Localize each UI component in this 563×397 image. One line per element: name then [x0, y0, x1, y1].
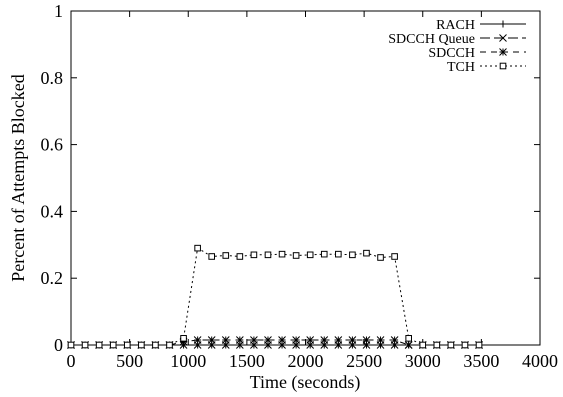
data-point-sdcch — [320, 336, 329, 344]
data-point-sdcch — [334, 336, 343, 344]
data-point-sdcch — [193, 336, 202, 344]
legend-label-sdcch: SDCCH — [428, 46, 475, 61]
data-point-tch — [138, 341, 145, 349]
axis-ticks: 0 500 1000 1500 2000 2500 3000 3500 4000 0 0.2 0.4 0… — [41, 1, 559, 371]
data-point-tch — [109, 341, 117, 349]
legend-label-tch: TCH — [447, 60, 475, 75]
series-tch — [67, 244, 483, 349]
y-axis-title: Percent of Attempts Blocked — [8, 74, 28, 281]
series-line-sdcch — [71, 339, 479, 346]
x-tick-label: 3000 — [405, 351, 441, 371]
data-point-tch — [475, 341, 483, 349]
data-point-tch — [67, 341, 75, 349]
data-point-tch — [208, 253, 215, 260]
legend-label-rach: RACH — [436, 18, 475, 33]
y-tick-label: 0.6 — [41, 135, 64, 155]
data-point-tch — [292, 252, 300, 259]
data-point-tch — [250, 251, 258, 259]
data-point-tch — [278, 250, 286, 258]
y-tick-label: 0.8 — [41, 68, 64, 88]
data-point-tch — [419, 341, 427, 349]
legend-marker-sdcch-queue — [499, 34, 507, 42]
data-point-sdcch — [306, 336, 315, 344]
data-point-tch — [306, 251, 314, 259]
x-tick-label: 4000 — [522, 351, 558, 371]
data-point-sdcch — [376, 336, 385, 344]
y-tick-label: 0.4 — [41, 201, 64, 221]
data-point-tch — [194, 244, 201, 252]
data-point-tch — [335, 250, 342, 258]
data-point-sdcch — [235, 336, 244, 344]
data-point-tch — [447, 341, 455, 349]
data-point-tch — [81, 341, 89, 349]
x-tick-label: 1500 — [229, 351, 265, 371]
data-point-sdcch — [264, 336, 272, 344]
data-point-sdcch — [292, 336, 300, 344]
y-tick-label: 1 — [54, 1, 63, 21]
data-point-sdcch — [348, 336, 357, 344]
y-tick-label: 0.2 — [41, 268, 64, 288]
x-tick-label: 500 — [116, 351, 143, 371]
series-layer — [67, 244, 483, 349]
data-point-tch — [152, 341, 159, 349]
x-tick-label: 0 — [67, 351, 76, 371]
data-point-tch — [320, 250, 328, 258]
x-tick-label: 3500 — [463, 351, 499, 371]
data-point-tch — [377, 254, 384, 261]
data-point-tch — [363, 249, 370, 257]
data-point-sdcch — [362, 336, 371, 344]
y-tick-label: 0 — [54, 335, 63, 355]
data-point-sdcch — [278, 336, 286, 344]
data-point-tch — [236, 253, 244, 260]
data-point-tch — [222, 252, 230, 259]
data-point-tch — [123, 341, 131, 349]
data-point-sdcch — [404, 341, 413, 349]
data-point-tch — [391, 253, 398, 260]
data-point-tch — [180, 335, 187, 342]
legend-marker-rach — [499, 20, 507, 28]
legend-label-sdcch-queue: SDCCH Queue — [388, 32, 475, 47]
data-point-tch — [461, 341, 469, 349]
x-tick-label: 1000 — [170, 351, 206, 371]
legend-marker-tch — [499, 62, 507, 70]
data-point-tch — [433, 341, 441, 349]
data-point-tch — [349, 251, 356, 259]
x-axis-title: Time (seconds) — [250, 372, 361, 393]
data-point-sdcch — [250, 336, 258, 344]
data-point-sdcch — [390, 336, 399, 344]
data-point-tch — [166, 341, 173, 349]
data-point-tch — [405, 335, 412, 342]
data-point-tch — [264, 251, 272, 259]
x-tick-label: 2500 — [346, 351, 382, 371]
legend-marker-sdcch — [499, 48, 507, 56]
data-point-tch — [95, 341, 103, 349]
x-tick-label: 2000 — [288, 351, 324, 371]
data-point-sdcch — [221, 336, 230, 344]
data-point-sdcch — [207, 336, 216, 344]
series-line-tch — [71, 247, 479, 346]
